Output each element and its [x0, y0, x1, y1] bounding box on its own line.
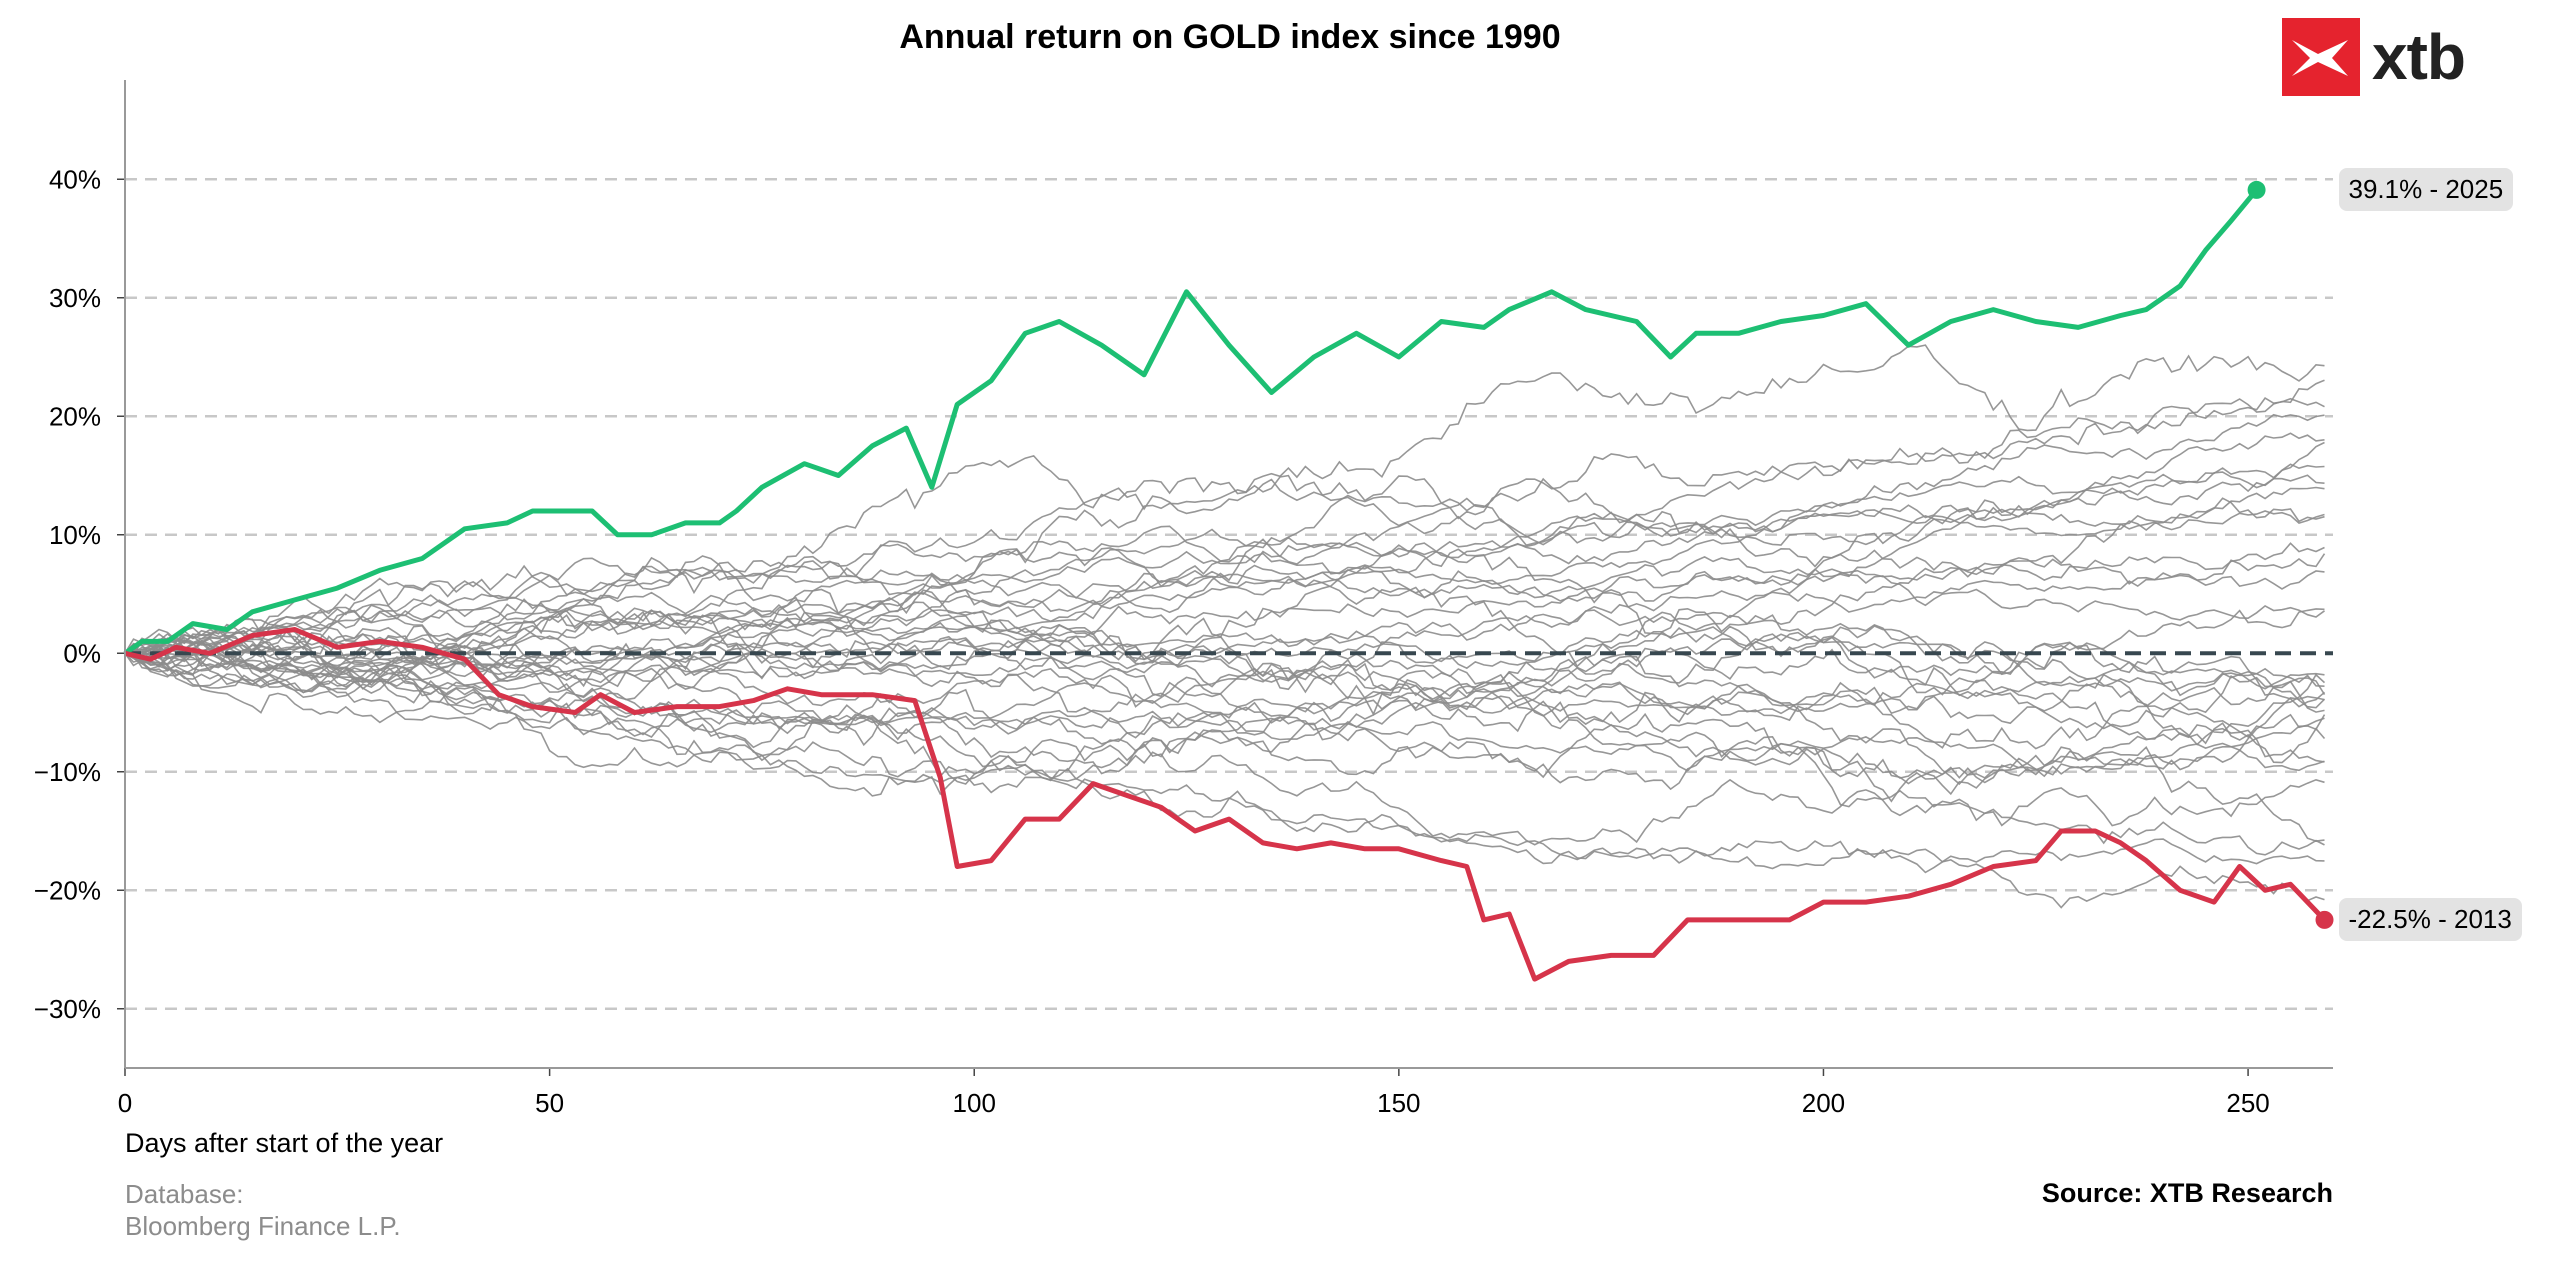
x-axis-label: Days after start of the year: [125, 1128, 444, 1158]
x-tick-label: 150: [1377, 1088, 1420, 1118]
background-series-line: [124, 641, 2325, 762]
xtb-logo-text: xtb: [2372, 21, 2466, 93]
database-note-line2: Bloomberg Finance L.P.: [125, 1211, 401, 1241]
callout-2025: 39.1% - 2025: [2338, 167, 2514, 211]
background-series-line: [124, 510, 2325, 664]
background-series-line: [124, 471, 2325, 688]
y-tick-label: 30%: [49, 283, 101, 313]
background-series-line: [124, 652, 2326, 791]
series-end-marker-2013: [2315, 910, 2334, 929]
background-series-group: [124, 344, 2326, 909]
axes: [117, 80, 2333, 1076]
database-note-line1: Database:: [125, 1179, 244, 1209]
background-series-line: [124, 542, 2325, 657]
y-tick-label: 40%: [49, 164, 101, 194]
tick-labels: 40% 30% 20% 10% 0% −10% −20% −30% 0 50 100 150 200 25…: [34, 164, 2270, 1118]
background-series-line: [124, 630, 2325, 856]
x-tick-label: 0: [118, 1088, 132, 1118]
x-tick-label: 50: [535, 1088, 564, 1118]
xtb-logo-mark: [2282, 18, 2360, 96]
series-end-marker-2025: [2247, 180, 2266, 199]
xtb-logo: xtb: [2282, 18, 2466, 96]
series-line-2025: [123, 188, 2259, 656]
x-tick-label: 250: [2226, 1088, 2269, 1118]
background-series-line: [124, 626, 2325, 738]
y-tick-label: −10%: [34, 757, 101, 787]
gridlines: [125, 178, 2333, 1010]
background-series-line: [124, 652, 2325, 870]
xtb-x-icon: [2292, 40, 2348, 76]
series-line-2013: [124, 627, 2327, 982]
highlighted-series-group: [123, 180, 2334, 982]
y-tick-label: 10%: [49, 520, 101, 550]
y-tick-label: −20%: [34, 875, 101, 905]
background-series-line: [124, 556, 2325, 661]
background-series-line: [124, 344, 2325, 661]
background-series-line: [124, 538, 2325, 696]
background-series-line: [124, 645, 2325, 750]
x-tick-label: 100: [953, 1088, 996, 1118]
y-tick-label: −30%: [34, 994, 101, 1024]
background-series-line: [124, 454, 2326, 660]
database-note: Database: Bloomberg Finance L.P.: [125, 1178, 401, 1242]
x-tick-label: 200: [1802, 1088, 1845, 1118]
background-series-line: [124, 441, 2325, 682]
chart-title: Annual return on GOLD index since 1990: [899, 18, 1561, 56]
y-tick-label: 0%: [63, 638, 101, 668]
source-note: Source: XTB Research: [2041, 1178, 2333, 1208]
y-tick-label: 20%: [49, 401, 101, 431]
background-series-line: [124, 379, 2325, 655]
callout-2013: -22.5% - 2013: [2338, 897, 2522, 941]
background-series-line: [124, 397, 2325, 679]
background-series-line: [124, 652, 2325, 772]
background-series-line: [124, 636, 2326, 735]
background-series-line: [124, 413, 2325, 655]
